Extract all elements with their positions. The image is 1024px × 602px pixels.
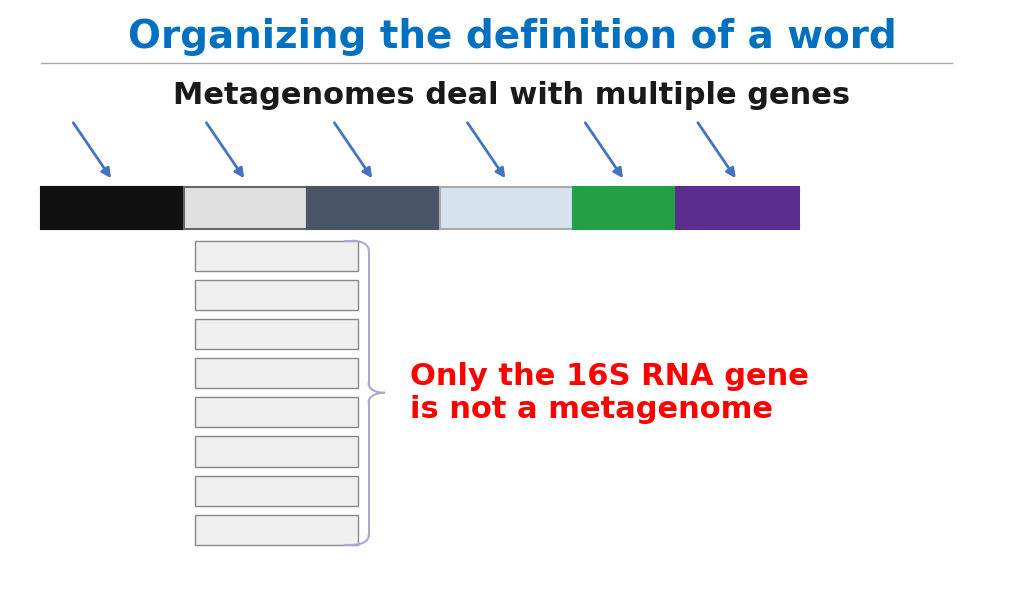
FancyBboxPatch shape [195,397,358,427]
Text: Only the 16S RNA gene
is not a metagenome: Only the 16S RNA gene is not a metagenom… [410,362,809,424]
FancyBboxPatch shape [440,187,573,229]
FancyBboxPatch shape [195,358,358,388]
Text: Organizing the definition of a word: Organizing the definition of a word [128,18,896,56]
FancyBboxPatch shape [573,187,676,229]
FancyBboxPatch shape [195,436,358,467]
FancyBboxPatch shape [41,187,184,229]
FancyBboxPatch shape [676,187,799,229]
FancyBboxPatch shape [307,187,440,229]
Text: Metagenomes deal with multiple genes: Metagenomes deal with multiple genes [173,81,851,110]
FancyBboxPatch shape [195,319,358,349]
FancyBboxPatch shape [184,187,307,229]
FancyBboxPatch shape [195,476,358,506]
FancyBboxPatch shape [195,515,358,545]
FancyBboxPatch shape [195,280,358,310]
FancyBboxPatch shape [195,241,358,271]
